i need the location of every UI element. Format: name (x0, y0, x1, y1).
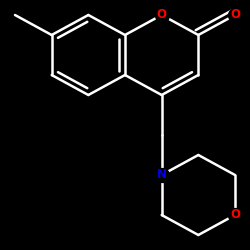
Text: N: N (157, 168, 167, 181)
Text: O: O (230, 8, 240, 22)
Text: O: O (157, 8, 167, 22)
Text: O: O (230, 208, 240, 222)
